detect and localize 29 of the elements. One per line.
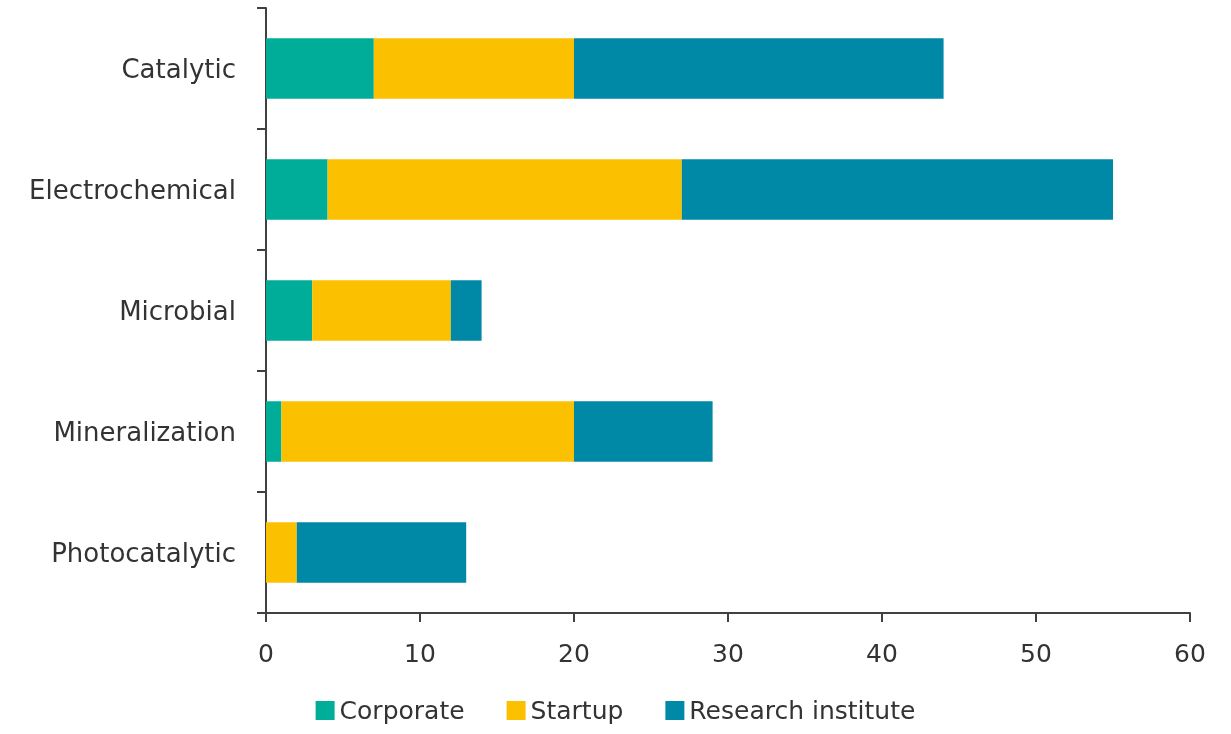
legend-label: Startup (530, 696, 624, 725)
x-tick-label: 10 (404, 639, 436, 668)
y-tick-label: Microbial (119, 295, 236, 326)
bar (373, 38, 574, 99)
x-tick-label: 20 (558, 639, 590, 668)
bar (266, 280, 313, 341)
x-tick-label: 60 (1174, 639, 1206, 668)
bar (266, 522, 297, 583)
bar (281, 401, 574, 462)
bar (327, 159, 682, 220)
bar (266, 401, 282, 462)
bar (266, 159, 328, 220)
legend-label: Research institute (689, 696, 916, 725)
bar (296, 522, 467, 583)
y-tick-label: Catalytic (121, 53, 236, 84)
bar (574, 401, 713, 462)
legend-label: Corporate (339, 696, 465, 725)
x-tick-label: 30 (712, 639, 744, 668)
bar (574, 38, 944, 99)
y-tick-label: Photocatalytic (51, 537, 236, 568)
bar (450, 280, 482, 341)
y-tick-label: Mineralization (53, 416, 236, 447)
x-tick-label: 0 (258, 639, 274, 668)
bar (681, 159, 1113, 220)
x-tick-label: 40 (866, 639, 898, 668)
bar (266, 38, 374, 99)
y-tick-label: Electrochemical (29, 174, 236, 205)
x-tick-label: 50 (1020, 639, 1052, 668)
bar (312, 280, 451, 341)
